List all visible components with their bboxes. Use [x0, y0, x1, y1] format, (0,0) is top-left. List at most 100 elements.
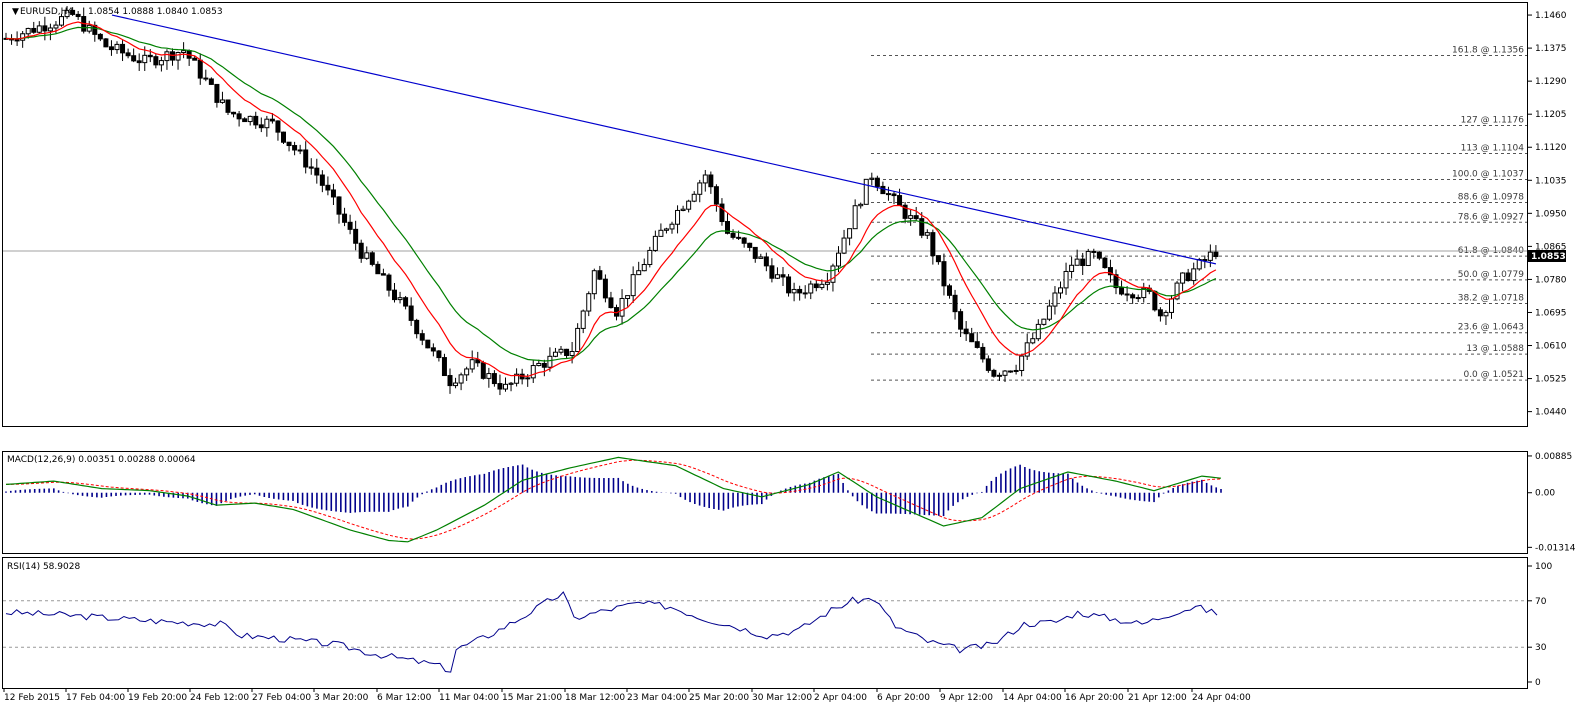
candle-body — [858, 203, 864, 207]
candle-body — [486, 373, 492, 379]
candle-body — [103, 38, 109, 48]
candle-body — [430, 347, 436, 352]
candle-body — [364, 252, 370, 259]
candle-body — [1074, 258, 1080, 266]
candle-body — [652, 235, 658, 251]
candle-body — [941, 261, 947, 287]
candle-body — [97, 33, 103, 40]
rsi-line — [5, 591, 1218, 673]
candle-body — [358, 242, 364, 259]
candle-body — [1202, 259, 1208, 262]
candle-body — [669, 223, 675, 230]
candle-body — [564, 348, 570, 356]
candle-body — [1091, 250, 1097, 253]
candle-body — [386, 274, 392, 291]
candle-body — [1135, 297, 1141, 300]
fib-level-label: 161.8 @ 1.1356 — [1452, 45, 1524, 55]
candle-body — [619, 297, 625, 317]
candle-body — [475, 359, 481, 364]
candle-body — [20, 33, 26, 41]
candle-body — [980, 346, 986, 360]
fib-level-label: 50.0 @ 1.0779 — [1458, 270, 1525, 280]
candle-body — [392, 289, 397, 301]
candle-body — [1096, 251, 1102, 259]
candle-body — [136, 60, 142, 64]
candle-body — [1107, 267, 1113, 276]
candle-body — [114, 43, 120, 51]
time-tick-label: 6 Mar 12:00 — [377, 693, 432, 703]
candle-body — [1157, 309, 1163, 317]
time-tick-label: 25 Mar 20:00 — [689, 693, 749, 703]
candle-body — [1207, 251, 1213, 261]
candle-body — [630, 274, 636, 297]
time-tick-label: 11 Mar 04:00 — [439, 693, 499, 703]
candle-body — [441, 357, 447, 377]
candle-body — [552, 351, 558, 357]
candle-body — [752, 246, 758, 259]
candle-body — [508, 382, 514, 385]
candle-body — [147, 54, 153, 58]
ohlc-values: 1.0854 1.0888 1.0840 1.0853 — [88, 7, 223, 17]
candle-body — [663, 228, 669, 231]
fibonacci-levels: 161.8 @ 1.1356 127 @ 1.1176 113 @ 1.1104 10… — [871, 45, 1527, 381]
candle-body — [991, 369, 997, 377]
fib-level-label: 113 @ 1.1104 — [1461, 143, 1525, 153]
candle-body — [1152, 290, 1158, 311]
candle-body — [1008, 370, 1014, 373]
blue-trendline[interactable] — [111, 14, 1217, 265]
candle-body — [447, 375, 453, 387]
candle-body — [569, 350, 575, 356]
candle-body — [1191, 268, 1197, 282]
candle-body — [935, 255, 941, 263]
price-tick-label: 1.0610 — [1535, 342, 1567, 352]
rsi-tick-label: 70 — [1535, 597, 1547, 607]
time-tick-label: 24 Apr 04:00 — [1192, 693, 1251, 703]
candle-body — [425, 339, 431, 349]
candle-body — [308, 166, 314, 169]
candle-body — [347, 221, 353, 230]
rsi-tick-label: 30 — [1535, 643, 1547, 653]
candle-body — [824, 281, 830, 285]
price-tick-label: 1.1205 — [1535, 110, 1567, 120]
candle-body — [658, 229, 664, 237]
time-tick-label: 9 Apr 12:00 — [940, 693, 993, 703]
time-tick-label: 3 Mar 20:00 — [314, 693, 369, 703]
fib-level-label: 127 @ 1.1176 — [1461, 115, 1525, 125]
candle-body — [813, 283, 819, 289]
candle-body — [902, 204, 908, 219]
chart-title-arrow: ▼ — [12, 7, 19, 17]
candle-body — [330, 189, 336, 198]
macd-main-line — [5, 456, 1222, 543]
candle-body — [580, 310, 586, 329]
candle-body — [436, 350, 442, 359]
candle-body — [42, 25, 48, 32]
candle-body — [963, 328, 969, 335]
price-tick-label: 1.0695 — [1535, 308, 1567, 318]
candle-body — [780, 274, 786, 278]
candle-body — [591, 270, 597, 295]
candle-body — [281, 131, 286, 143]
candle-body — [1174, 282, 1180, 300]
candle-body — [1163, 311, 1169, 317]
candle-body — [197, 59, 203, 79]
candle-body — [380, 273, 386, 276]
candle-body — [419, 333, 425, 341]
candle-body — [1130, 294, 1136, 299]
time-tick-label: 14 Apr 04:00 — [1003, 693, 1062, 703]
candle-body — [1169, 298, 1174, 313]
candle-body — [1030, 338, 1036, 344]
candle-body — [697, 182, 703, 195]
candle-body — [1141, 287, 1147, 299]
price-tick-label: 1.1375 — [1535, 44, 1567, 54]
candle-body — [547, 355, 553, 368]
candle-body — [885, 193, 891, 196]
candle-body — [453, 382, 459, 387]
candle-body — [31, 27, 37, 33]
price-tick-label: 1.0865 — [1535, 242, 1567, 252]
candle-body — [469, 359, 475, 370]
candle-body — [1080, 258, 1086, 266]
candle-body — [686, 200, 692, 210]
candle-body — [1113, 274, 1119, 289]
candle-body — [514, 373, 520, 384]
